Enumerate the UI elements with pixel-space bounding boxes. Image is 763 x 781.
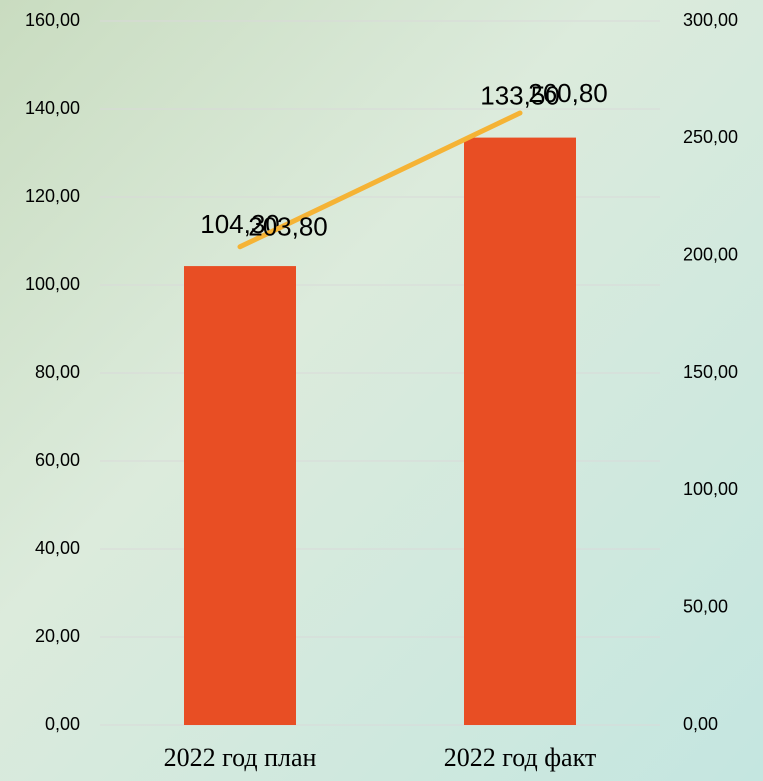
background	[0, 0, 763, 781]
x-tick-label: 2022 год план	[164, 743, 317, 772]
y2-tick-label: 200,00	[683, 244, 738, 264]
data-label: 260,80	[528, 78, 608, 108]
y-tick-label: 80,00	[35, 362, 80, 382]
y2-tick-label: 150,00	[683, 362, 738, 382]
y2-tick-label: 300,00	[683, 10, 738, 30]
data-label: 203,80	[248, 212, 328, 242]
y-tick-label: 40,00	[35, 538, 80, 558]
y-tick-label: 160,00	[25, 10, 80, 30]
x-tick-label: 2022 год факт	[444, 743, 597, 772]
y-tick-label: 140,00	[25, 98, 80, 118]
y-tick-label: 100,00	[25, 274, 80, 294]
y2-tick-label: 0,00	[683, 714, 718, 734]
y-tick-label: 0,00	[45, 714, 80, 734]
bar	[464, 138, 576, 725]
y-tick-label: 120,00	[25, 186, 80, 206]
y-tick-label: 60,00	[35, 450, 80, 470]
y2-tick-label: 250,00	[683, 127, 738, 147]
chart: 0,00 20,00 40,00 60,00 80,00 100,00 120,00 140,…	[0, 0, 763, 781]
y2-tick-label: 50,00	[683, 596, 728, 616]
bar	[184, 266, 296, 725]
y-tick-label: 20,00	[35, 626, 80, 646]
y2-tick-label: 100,00	[683, 479, 738, 499]
